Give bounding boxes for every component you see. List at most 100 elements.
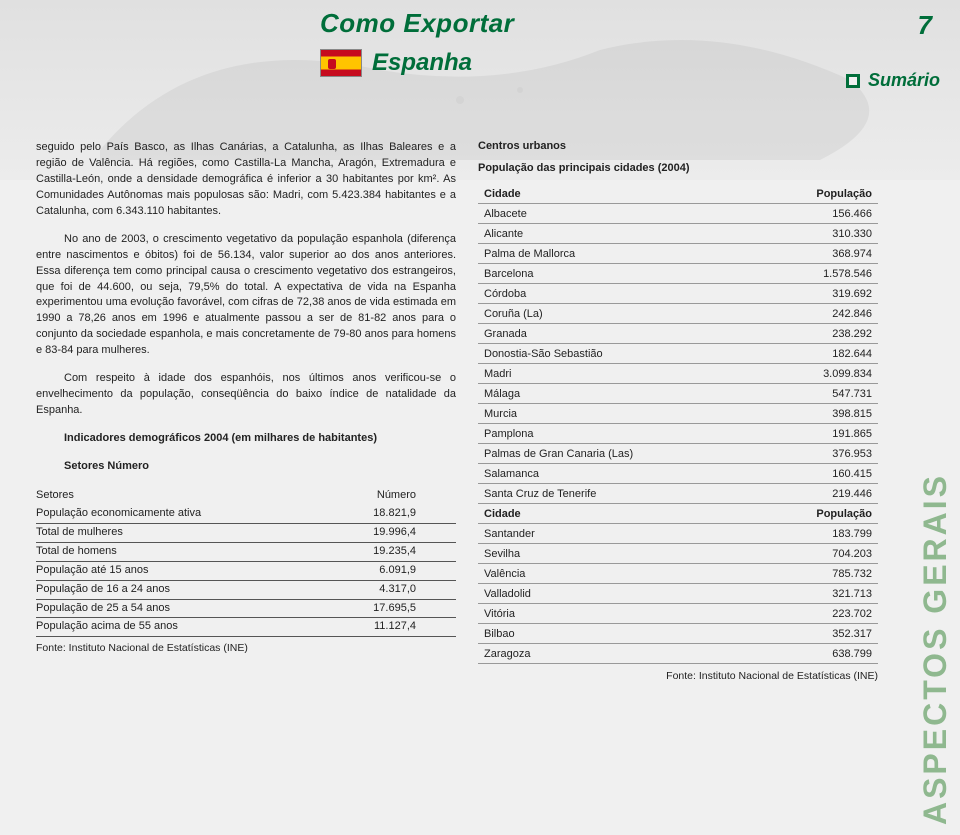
- city-population: 160.415: [760, 464, 878, 484]
- table-row: Total de homens19.235,4: [36, 542, 456, 561]
- demo-row-label: População de 25 a 54 anos: [36, 599, 316, 618]
- sumario-label: Sumário: [868, 70, 940, 91]
- demo-source: Fonte: Instituto Nacional de Estatística…: [36, 641, 456, 656]
- city-name: Santa Cruz de Tenerife: [478, 484, 760, 504]
- city-population: 310.330: [760, 224, 878, 244]
- table-row: Santa Cruz de Tenerife219.446: [478, 484, 878, 504]
- city-col2: População: [760, 184, 878, 204]
- city-name: Donostia-São Sebastião: [478, 344, 760, 364]
- table-row: Palmas de Gran Canaria (Las)376.953: [478, 444, 878, 464]
- city-population: 785.732: [760, 564, 878, 584]
- table-row: População de 16 a 24 anos4.317,0: [36, 580, 456, 599]
- table-row: Barcelona1.578.546: [478, 264, 878, 284]
- city-name: Salamanca: [478, 464, 760, 484]
- city-name: Coruña (La): [478, 304, 760, 324]
- table-row: Valência785.732: [478, 564, 878, 584]
- table-row: Zaragoza638.799: [478, 644, 878, 664]
- sidebar-section-label: ASPECTOS GERAIS: [917, 473, 954, 825]
- table-row: Valladolid321.713: [478, 584, 878, 604]
- demo-row-value: 4.317,0: [316, 580, 456, 599]
- table-row: Bilbao352.317: [478, 624, 878, 644]
- demo-col2: Número: [316, 487, 456, 505]
- city-population: 321.713: [760, 584, 878, 604]
- table-row: Pamplona191.865: [478, 424, 878, 444]
- sumario-box-icon: [846, 74, 860, 88]
- city-name: Bilbao: [478, 624, 760, 644]
- demo-row-label: Total de homens: [36, 542, 316, 561]
- para-3: Com respeito à idade dos espanhóis, nos …: [36, 371, 456, 419]
- city-name: Palma de Mallorca: [478, 244, 760, 264]
- right-column: Centros urbanos População das principais…: [478, 140, 878, 682]
- city-population: 242.846: [760, 304, 878, 324]
- demo-row-label: População acima de 55 anos: [36, 618, 316, 637]
- indicadores-table: Setores Número População economicamente …: [36, 487, 456, 638]
- city-name: Vitória: [478, 604, 760, 624]
- city-col1b: Cidade: [478, 504, 760, 524]
- table-row: Albacete156.466: [478, 204, 878, 224]
- table-row: Santander183.799: [478, 524, 878, 544]
- table-row: Vitória223.702: [478, 604, 878, 624]
- city-population: 704.203: [760, 544, 878, 564]
- city-name: Granada: [478, 324, 760, 344]
- demo-row-value: 17.695,5: [316, 599, 456, 618]
- table-row: Donostia-São Sebastião182.644: [478, 344, 878, 364]
- table-row: Alicante310.330: [478, 224, 878, 244]
- demo-row-value: 19.996,4: [316, 523, 456, 542]
- city-population: 156.466: [760, 204, 878, 224]
- city-name: Barcelona: [478, 264, 760, 284]
- city-population: 352.317: [760, 624, 878, 644]
- city-name: Málaga: [478, 384, 760, 404]
- main-title: Como Exportar: [320, 8, 514, 39]
- table-row: População acima de 55 anos11.127,4: [36, 618, 456, 637]
- populacao-heading: População das principais cidades (2004): [478, 162, 878, 174]
- city-population: 3.099.834: [760, 364, 878, 384]
- city-population: 1.578.546: [760, 264, 878, 284]
- city-population: 219.446: [760, 484, 878, 504]
- city-name: Santander: [478, 524, 760, 544]
- demo-row-label: População economicamente ativa: [36, 505, 316, 523]
- city-name: Murcia: [478, 404, 760, 424]
- table-row: Sevilha704.203: [478, 544, 878, 564]
- table-row: Córdoba319.692: [478, 284, 878, 304]
- centros-heading: Centros urbanos: [478, 140, 878, 152]
- city-col2b: População: [760, 504, 878, 524]
- city-name: Córdoba: [478, 284, 760, 304]
- table-row: Granada238.292: [478, 324, 878, 344]
- city-population: 398.815: [760, 404, 878, 424]
- demo-row-label: População de 16 a 24 anos: [36, 580, 316, 599]
- page-header: Como Exportar Espanha 7 Sumário: [0, 0, 960, 120]
- table-row: Palma de Mallorca368.974: [478, 244, 878, 264]
- table-row: População até 15 anos6.091,9: [36, 561, 456, 580]
- demo-row-label: População até 15 anos: [36, 561, 316, 580]
- table-row: CidadePopulação: [478, 504, 878, 524]
- city-population: 182.644: [760, 344, 878, 364]
- city-population: 547.731: [760, 384, 878, 404]
- city-population: 376.953: [760, 444, 878, 464]
- country-subtitle: Espanha: [372, 49, 472, 77]
- table-row: Málaga547.731: [478, 384, 878, 404]
- para-2: No ano de 2003, o crescimento vegetativo…: [36, 232, 456, 360]
- table-row: População de 25 a 54 anos17.695,5: [36, 599, 456, 618]
- table-row: Salamanca160.415: [478, 464, 878, 484]
- sumario-link[interactable]: Sumário: [846, 70, 940, 91]
- table-row: População economicamente ativa18.821,9: [36, 505, 456, 523]
- page-number: 7: [918, 10, 932, 41]
- table-row: Murcia398.815: [478, 404, 878, 424]
- city-name: Valladolid: [478, 584, 760, 604]
- city-population: 638.799: [760, 644, 878, 664]
- city-name: Madri: [478, 364, 760, 384]
- city-name: Palmas de Gran Canaria (Las): [478, 444, 760, 464]
- city-name: Zaragoza: [478, 644, 760, 664]
- spain-flag-icon: [320, 49, 362, 77]
- city-table: Cidade População Albacete156.466Alicante…: [478, 184, 878, 664]
- city-population: 319.692: [760, 284, 878, 304]
- city-population: 368.974: [760, 244, 878, 264]
- city-name: Sevilha: [478, 544, 760, 564]
- demo-row-value: 6.091,9: [316, 561, 456, 580]
- demo-col1: Setores: [36, 487, 316, 505]
- city-population: 223.702: [760, 604, 878, 624]
- table-row: Madri3.099.834: [478, 364, 878, 384]
- table-row: Total de mulheres19.996,4: [36, 523, 456, 542]
- setores-numero-label: Setores Número: [64, 459, 456, 475]
- demo-row-label: Total de mulheres: [36, 523, 316, 542]
